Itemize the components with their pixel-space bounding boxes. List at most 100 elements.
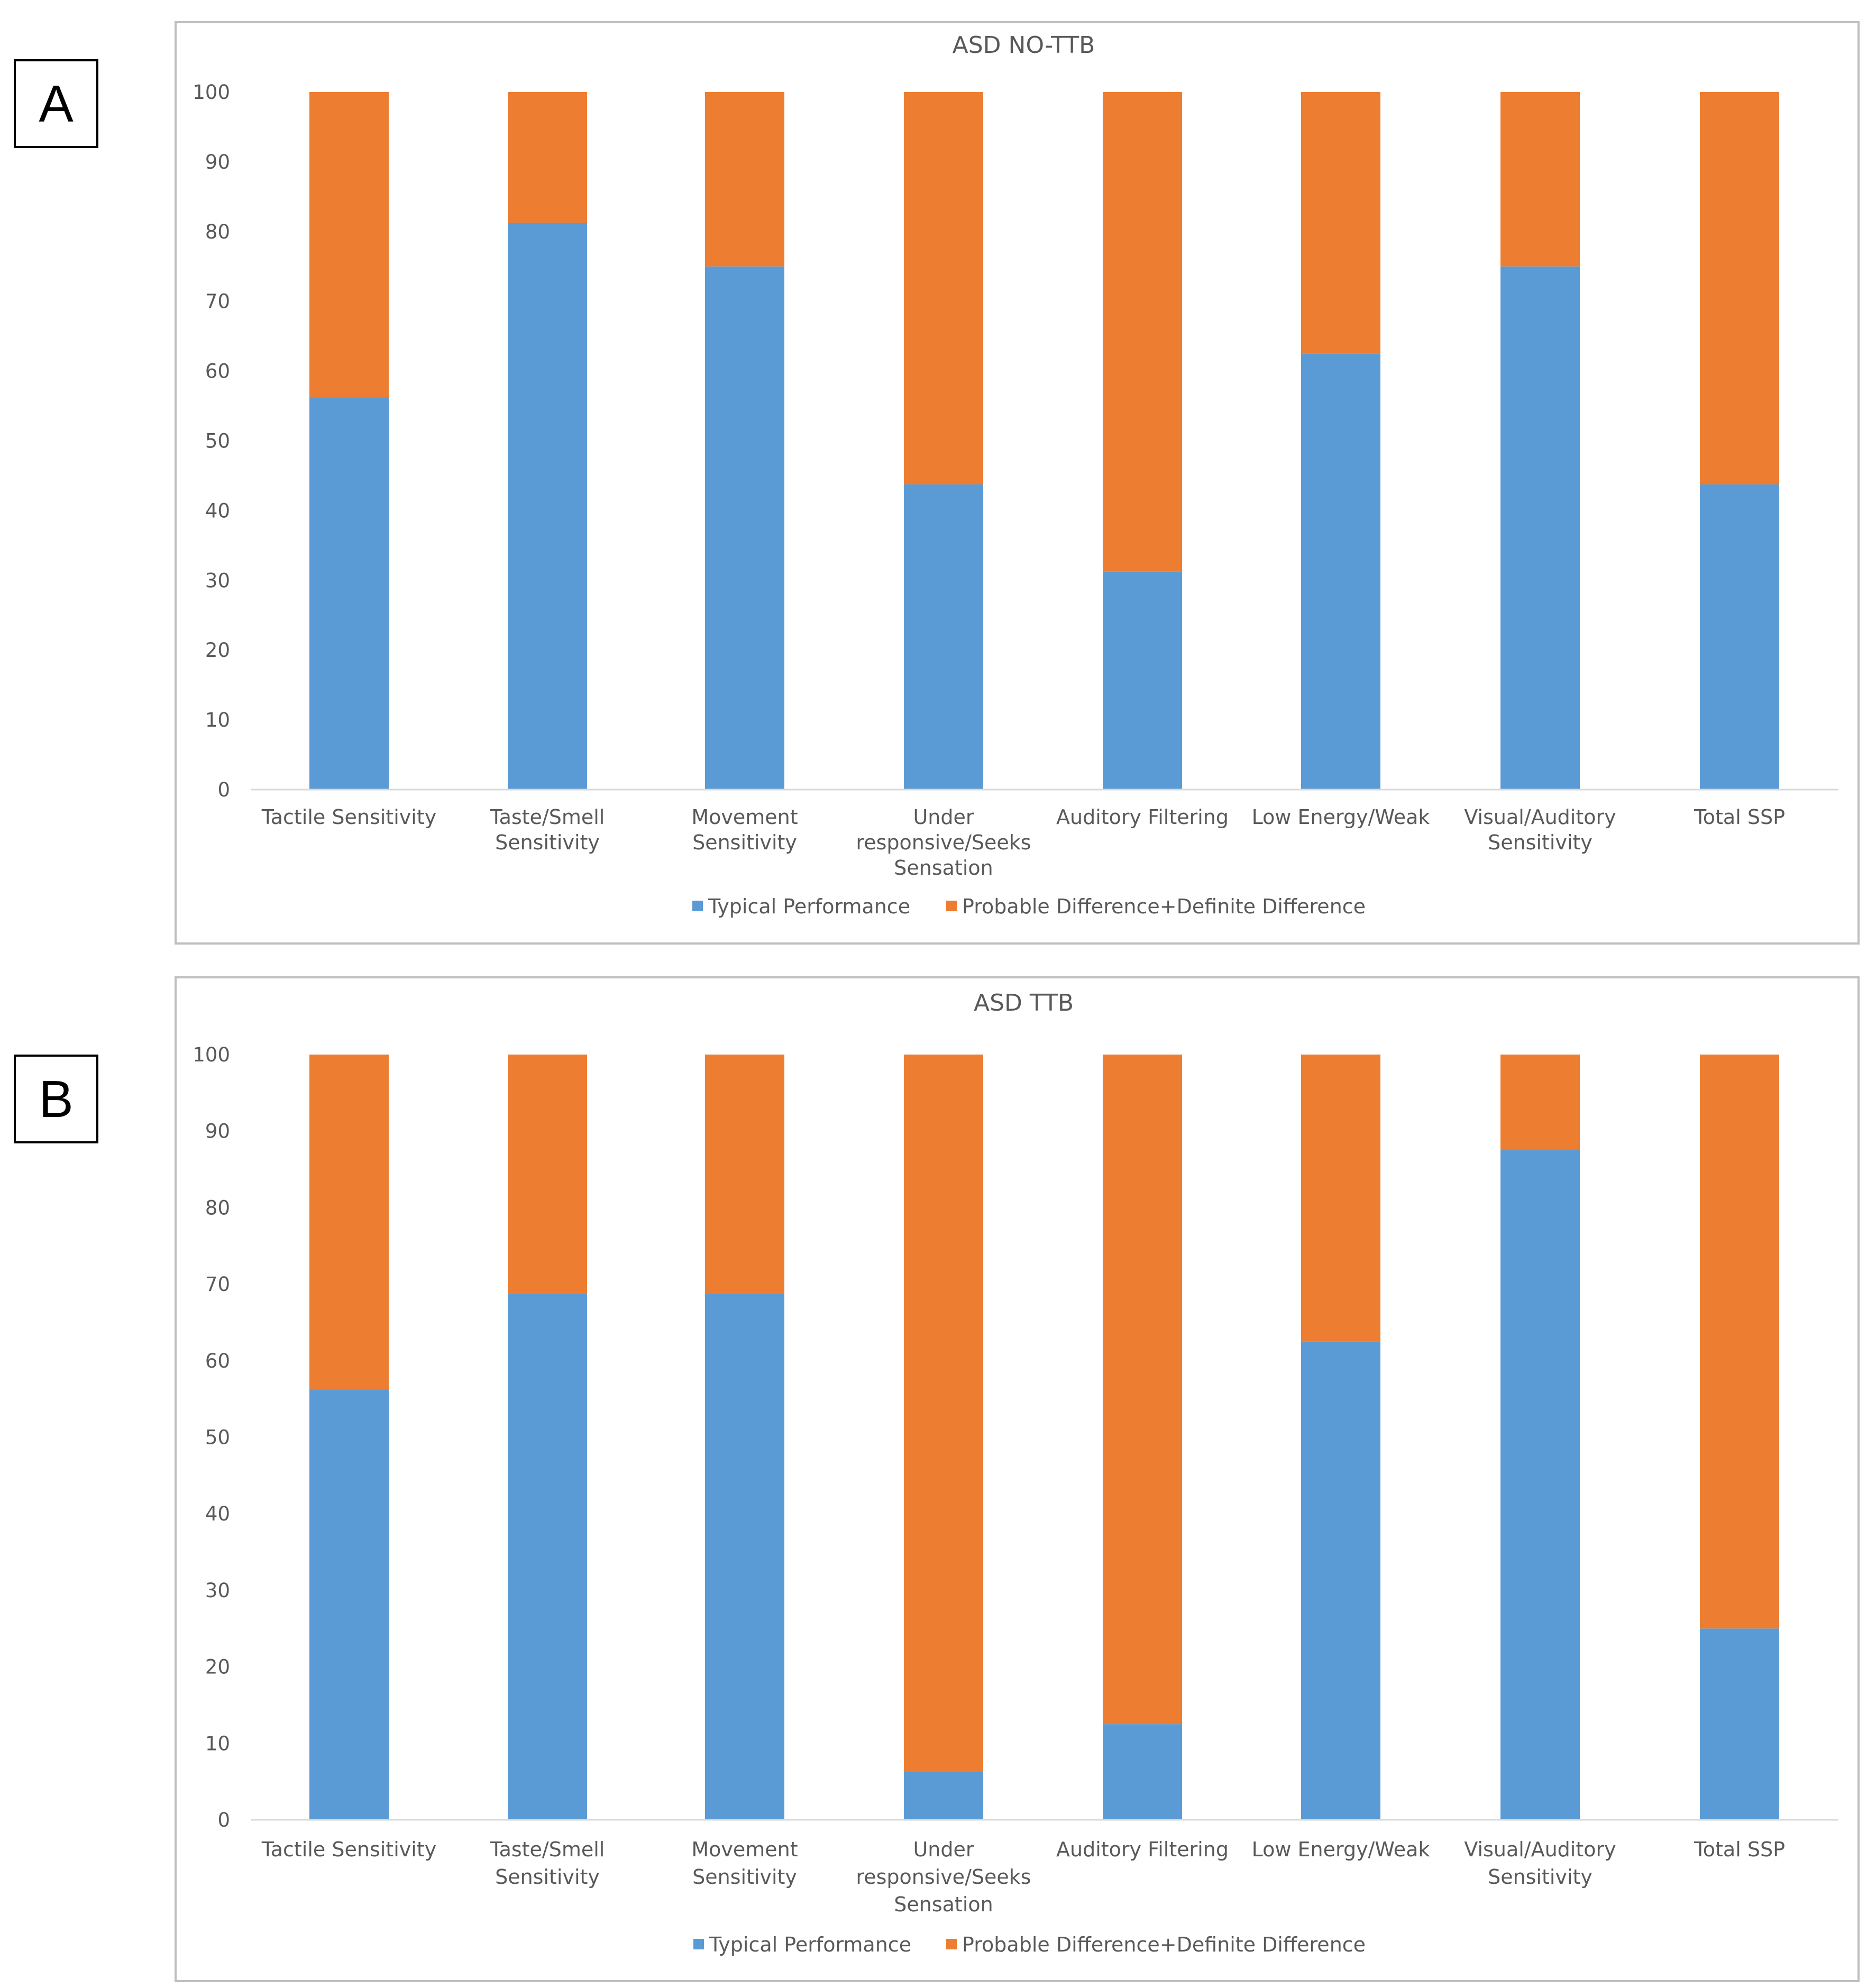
bar-typical-1 xyxy=(309,1389,389,1820)
chart-b: ASD TTB 0 10 20 30 40 50 60 70 80 90 100 Tactile Sen… xyxy=(193,990,1838,1956)
y-tick-label: 0 xyxy=(217,1809,230,1831)
bar-different-2 xyxy=(508,1055,587,1294)
x-category-line: Auditory Filtering xyxy=(1056,805,1229,829)
x-category-line: Total SSP xyxy=(1694,1838,1785,1861)
x-category-line: Tactile Sensitivity xyxy=(261,805,436,829)
legend-swatch-typical xyxy=(693,1939,704,1949)
x-category-line: Taste/Smell xyxy=(490,805,605,829)
x-category-label: Auditory Filtering xyxy=(1056,1838,1229,1861)
y-tick-label: 80 xyxy=(205,1196,230,1219)
x-category-line: Low Energy/Weak xyxy=(1252,805,1430,829)
x-category-line: Under xyxy=(913,1838,974,1861)
x-category-label: Under responsive/Seeks Sensation xyxy=(856,1838,1031,1916)
bar-typical-4 xyxy=(904,1772,983,1820)
x-category-line: Sensitivity xyxy=(495,831,600,854)
x-category-line: Total SSP xyxy=(1694,805,1785,829)
y-tick-label: 100 xyxy=(193,81,230,104)
x-category-label: Movement Sensitivity xyxy=(691,805,798,854)
bar-typical-8 xyxy=(1700,484,1779,790)
y-tick-label: 50 xyxy=(205,430,230,453)
x-category-label: Visual/Auditory Sensitivity xyxy=(1464,1838,1616,1889)
x-category-label: Auditory Filtering xyxy=(1056,805,1229,829)
legend-label-typical: Typical Performance xyxy=(708,895,910,918)
legend-swatch-typical xyxy=(692,901,703,911)
y-tick-label: 10 xyxy=(205,709,230,731)
x-category-line: Auditory Filtering xyxy=(1056,1838,1229,1861)
x-category-label: Total SSP xyxy=(1694,805,1785,829)
chart-title: ASD TTB xyxy=(974,990,1074,1016)
y-tick-label: 70 xyxy=(205,290,230,313)
x-category-line: Tactile Sensitivity xyxy=(261,1838,436,1861)
x-category-label: Low Energy/Weak xyxy=(1252,1838,1430,1861)
bar-different-8 xyxy=(1700,1055,1779,1629)
x-category-line: Sensitivity xyxy=(1488,831,1593,854)
y-tick-label: 40 xyxy=(205,1503,230,1525)
x-category-line: Visual/Auditory xyxy=(1464,805,1616,829)
x-category-line: Sensation xyxy=(894,1893,993,1916)
y-tick-label: 30 xyxy=(205,569,230,592)
bar-typical-5 xyxy=(1103,571,1182,790)
y-tick-label: 100 xyxy=(193,1043,230,1066)
bar-typical-5 xyxy=(1103,1724,1182,1820)
y-tick-label: 90 xyxy=(205,151,230,173)
x-category-line: Sensitivity xyxy=(692,1865,797,1889)
bar-typical-3 xyxy=(705,266,784,790)
x-category-label: Movement Sensitivity xyxy=(691,1838,798,1889)
x-category-label: Tactile Sensitivity xyxy=(261,805,436,829)
panel-label-a: A xyxy=(14,59,98,148)
x-category-line: Sensitivity xyxy=(1488,1865,1593,1889)
x-category-label: Taste/Smell Sensitivity xyxy=(490,1838,605,1889)
legend-label-different: Probable Difference+Definite Difference xyxy=(962,895,1366,918)
x-category-line: Low Energy/Weak xyxy=(1252,1838,1430,1861)
bar-different-1 xyxy=(309,92,389,398)
x-category-line: Sensitivity xyxy=(495,1865,600,1889)
x-category-line: Movement xyxy=(691,805,798,829)
bar-different-6 xyxy=(1301,1055,1380,1342)
bar-different-8 xyxy=(1700,92,1779,484)
x-category-label: Tactile Sensitivity xyxy=(261,1838,436,1861)
bar-typical-2 xyxy=(508,223,587,790)
y-tick-label: 10 xyxy=(205,1732,230,1755)
x-category-line: Taste/Smell xyxy=(490,1838,605,1861)
x-category-line: Movement xyxy=(691,1838,798,1861)
x-category-label: Under responsive/Seeks Sensation xyxy=(856,805,1031,880)
bar-different-6 xyxy=(1301,92,1380,354)
bar-typical-6 xyxy=(1301,353,1380,790)
bar-different-7 xyxy=(1500,1055,1580,1150)
x-category-label: Total SSP xyxy=(1694,1838,1785,1861)
y-tick-label: 0 xyxy=(217,778,230,801)
legend-swatch-different xyxy=(946,1939,957,1949)
bar-typical-3 xyxy=(705,1294,784,1820)
x-category-label: Taste/Smell Sensitivity xyxy=(490,805,605,854)
bar-different-4 xyxy=(904,1055,983,1772)
y-tick-label: 80 xyxy=(205,221,230,243)
y-tick-label: 60 xyxy=(205,1350,230,1372)
legend-label-different: Probable Difference+Definite Difference xyxy=(962,1933,1366,1956)
x-category-label: Visual/Auditory Sensitivity xyxy=(1464,805,1616,854)
chart-title: ASD NO-TTB xyxy=(953,32,1095,59)
legend-swatch-different xyxy=(946,901,957,911)
bar-different-5 xyxy=(1103,92,1182,572)
y-tick-label: 20 xyxy=(205,1656,230,1679)
y-tick-label: 70 xyxy=(205,1273,230,1296)
bar-different-3 xyxy=(705,92,784,267)
bar-different-4 xyxy=(904,92,983,484)
bar-different-5 xyxy=(1103,1055,1182,1725)
x-category-line: Sensation xyxy=(894,856,993,880)
y-tick-label: 50 xyxy=(205,1426,230,1449)
panel-label-b: B xyxy=(14,1055,98,1143)
y-tick-label: 20 xyxy=(205,639,230,662)
bar-typical-4 xyxy=(904,484,983,790)
y-tick-label: 40 xyxy=(205,499,230,522)
legend-label-typical: Typical Performance xyxy=(709,1933,911,1956)
bar-typical-2 xyxy=(508,1294,587,1820)
bar-typical-6 xyxy=(1301,1341,1380,1820)
bar-typical-7 xyxy=(1500,266,1580,790)
bar-different-3 xyxy=(705,1055,784,1294)
x-category-label: Low Energy/Weak xyxy=(1252,805,1430,829)
bar-typical-1 xyxy=(309,397,389,790)
y-tick-label: 60 xyxy=(205,360,230,383)
bar-typical-7 xyxy=(1500,1150,1580,1820)
bar-typical-8 xyxy=(1700,1628,1779,1820)
